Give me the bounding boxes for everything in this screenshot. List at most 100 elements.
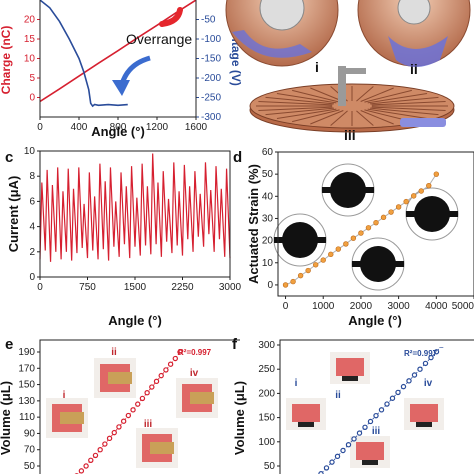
panel-a-ylabel: Charge (nC) [0,26,13,95]
panel-d-point [395,204,402,210]
panel-d-xtick-label: 3000 [387,301,410,312]
disc-iii-electrode-ray [258,101,333,106]
disc-iii-electrode-ray [369,96,439,105]
panel-c-ytick-label: 8 [29,171,35,182]
panel-c-ytick-label: 4 [29,222,35,233]
panel-d-point [305,267,311,274]
panel-a-series-voltage [40,0,128,108]
panel-d-point [403,198,409,205]
panel-f-stage-label: ii [335,390,341,401]
panel-e-ytick-label: 110 [19,412,35,423]
panel-c-xtick-label: 0 [37,282,43,293]
panel-f-stage-label: iv [424,378,433,389]
panel-a-xtick-label: 800 [110,122,127,133]
disc-ii-hub [397,0,431,25]
disc-iii-arm [346,68,366,74]
panel-d-insets [273,163,459,291]
disc-iii-electrode-ray [360,110,394,125]
panel-f-point [406,378,412,384]
panel-f-point [356,430,363,436]
panel-f-point [384,401,390,407]
panel-d-xticks: 0 1000 2000 3000 4000 5000 [283,296,474,312]
panel-f-inset-device [336,358,364,376]
panel-a-xlabel: Angle (°) [91,124,145,139]
disc-iii-electrode-ray [364,89,412,103]
disc-iii-electrode-ray [369,107,439,116]
disc-iii [249,83,455,129]
panel-f-ytick-label: 100 [258,437,275,448]
panel-f-point [345,442,352,448]
panel-f-point [373,412,379,419]
panel-e-point [125,412,132,419]
panel-e-ytick-label: 50 [24,461,36,472]
panel-f-point [389,395,396,401]
panel-d-ylabel: Actuated Strain (%) [246,164,261,284]
panel-e-stage-label: ii [111,347,117,358]
panel-f-point [433,349,440,355]
panel-f-point [378,407,385,413]
disc-iii-electrode-rays [256,86,448,126]
panel-c-xlabel: Angle (°) [108,313,162,328]
panel-e-point [83,463,89,469]
panel-f-point [411,372,418,378]
panel-f-ytick-label: 200 [258,388,275,399]
panel-d-ytick-label: 30 [262,213,274,224]
panel-a-ytick-right-label: -100 [201,34,221,45]
panel-e-point [172,355,179,362]
panel-e-inset-fluid [60,412,84,424]
panel-d-point [290,278,296,285]
panel-a-annotation: Overrange [126,31,192,47]
panel-a-ytick-label: 0 [29,93,35,104]
panel-e-point [92,452,99,459]
label-i: i [315,59,319,75]
disc-iii-electrode-ray [356,110,374,126]
panel-d-inset-clamp [406,211,458,217]
panel-e-frame [39,339,240,474]
panel-f-inset-device [410,404,438,422]
panel-a-ytick-label: 10 [24,54,36,65]
panel-d-point [388,209,394,215]
disc-iii-electrode-ray [292,109,340,123]
panel-d-point [380,214,387,221]
panel-d-xtick-label: 2000 [350,301,373,312]
disc-iii-electrode-ray [258,106,333,111]
panel-f-plot [318,347,444,474]
panel-c-xticks: 0 750 1500 2250 3000 [37,277,242,293]
panel-e-stage-label: iii [144,419,153,430]
panel-f-point [334,453,341,460]
panel-a-ytick-label: 20 [24,15,36,26]
panel-d-point [433,171,440,177]
panel-d-point [418,188,424,194]
panel-f-point [428,354,434,361]
panel-e-point [116,424,122,430]
disc-iii-electrode-ray [371,106,446,111]
panel-c-xtick-label: 3000 [219,282,242,293]
panel-d-point [350,235,357,241]
panel-f-point [400,383,407,390]
panel-f-ytick-label: 50 [264,461,276,472]
panel-f-stage-label: iii [372,426,381,437]
disc-iii-electrode-ray [310,87,344,102]
panel-e-point [102,441,108,447]
panel-c-ytick-label: 2 [29,247,35,258]
panel-d-xlabel: Angle (°) [348,313,402,328]
panel-c-yticks: 0 2 4 6 8 10 [24,146,40,283]
panel-c-xtick-label: 2250 [171,282,194,293]
panel-f-point [323,465,330,471]
disc-iii-electrode-ray [330,110,348,126]
panel-e-point [139,395,146,402]
panel-a-xtick-label: 400 [71,122,88,133]
panel-d-inset-clamp [352,261,404,267]
panel-d-yticks: 0 10 20 30 40 50 60 [262,147,278,291]
panel-f-point [351,436,357,442]
panel-e-ytick-label: 190 [18,347,35,358]
disc-iii-electrode-ray [367,108,428,119]
panel-d-ytick-label: 50 [262,169,274,180]
disc-iii-electrode-ray [292,89,340,103]
disc-iii-shaft [338,66,346,106]
